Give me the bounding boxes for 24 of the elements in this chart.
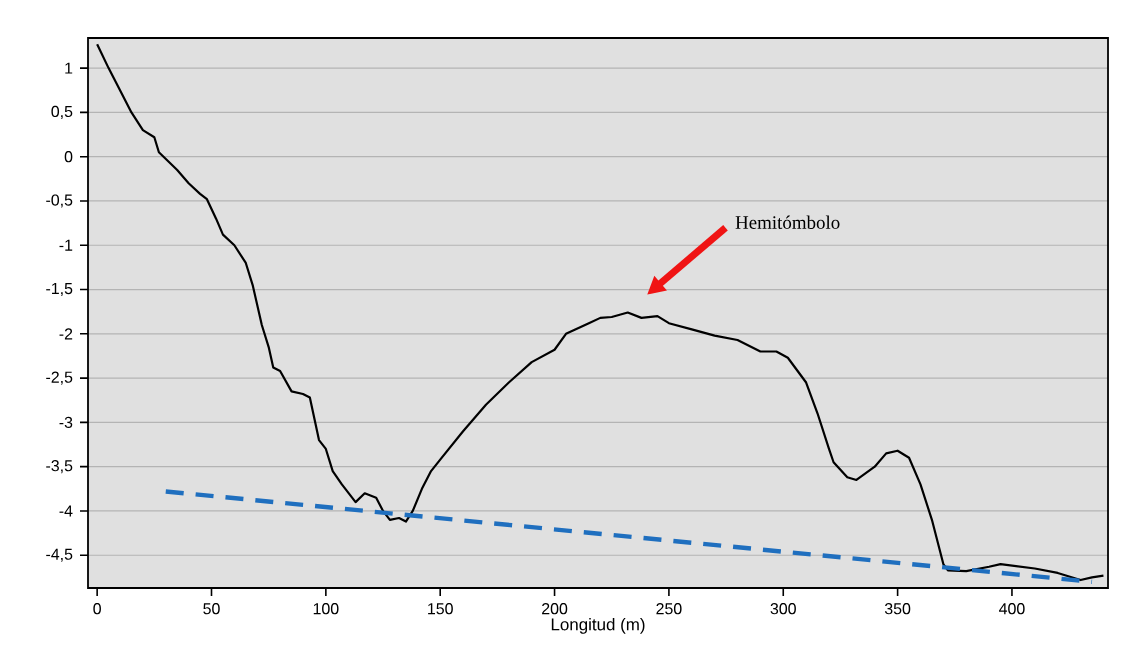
- y-tick-label: -2,5: [46, 371, 73, 385]
- y-tick-label: -1: [59, 239, 73, 251]
- annotation: Hemitómbolo: [735, 215, 840, 229]
- y-tick-label: 0,5: [51, 105, 73, 119]
- y-tick-label: -0,5: [46, 194, 73, 208]
- y-tick-label: -3: [59, 416, 73, 429]
- x-tick-label: 400: [999, 603, 1025, 615]
- x-tick-label: 0: [93, 603, 101, 615]
- y-tick-label: 1: [65, 62, 73, 74]
- line-series: [96, 43, 1105, 582]
- y-tick-label: -2: [59, 328, 73, 340]
- x-tick-label: 100: [313, 603, 339, 615]
- x-axis-title: Longitud (m): [551, 618, 645, 634]
- x-tick-label: 350: [884, 603, 911, 615]
- x-tick-label: 150: [428, 603, 453, 615]
- y-tick-label: -4,5: [46, 548, 73, 562]
- y-tick-label: -3,5: [46, 460, 73, 474]
- x-tick-label: 300: [770, 603, 796, 615]
- x-tick-label: 50: [203, 603, 220, 615]
- y-tick-label: -1,5: [46, 283, 73, 297]
- y-tick-label: -4: [59, 505, 73, 517]
- x-tick-label: 200: [542, 603, 568, 615]
- x-tick-label: 250: [656, 603, 682, 615]
- y-tick-label: 0: [64, 151, 73, 163]
